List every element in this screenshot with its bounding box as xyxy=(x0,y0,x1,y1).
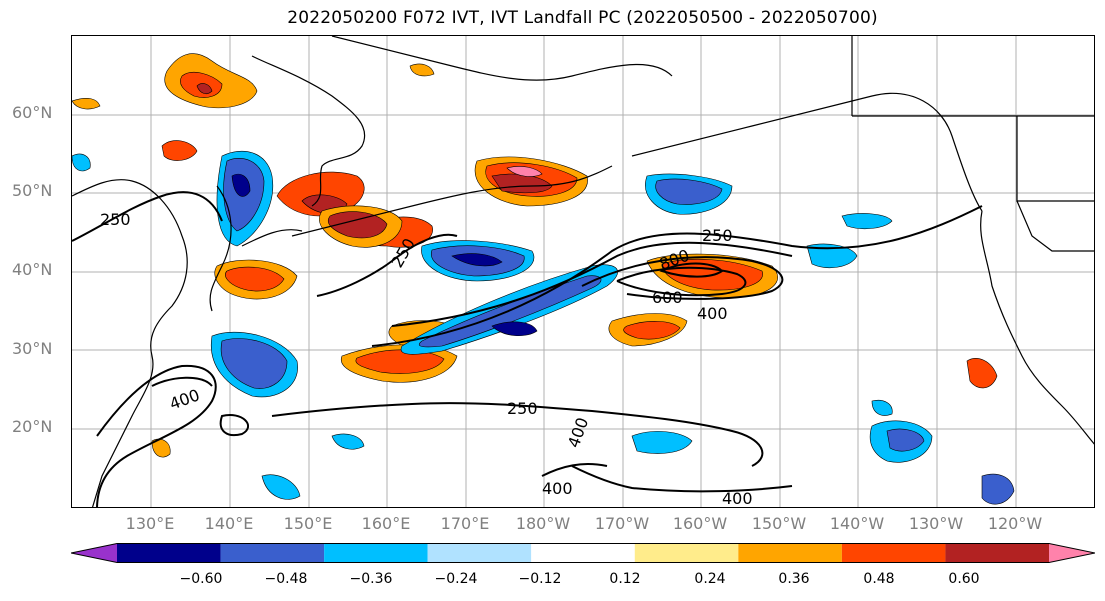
coastlines xyxy=(72,36,1094,507)
map-panel: 250 250 250 250 400 400 400 400 400 600 … xyxy=(71,35,1095,508)
colorbar-outline xyxy=(71,543,1095,563)
colorbar-tick-label: −0.24 xyxy=(434,571,478,587)
contour-label: 250 xyxy=(702,226,733,245)
colorbar-segment xyxy=(1049,543,1095,563)
colorbar-tick-label: 0.36 xyxy=(778,571,810,587)
colorbar-segment xyxy=(117,543,221,563)
contour-label: 250 xyxy=(507,399,538,418)
contour-label: 600 xyxy=(652,288,683,307)
colorbar-tick-label: −0.36 xyxy=(349,571,393,587)
map-title: 2022050200 F072 IVT, IVT Landfall PC (20… xyxy=(287,8,878,28)
colorbar-segment xyxy=(841,543,946,563)
lat-label-40n: 40°N xyxy=(12,260,53,279)
lon-label-170w: 170°W xyxy=(594,514,650,533)
colorbar-tick-label: 0.24 xyxy=(694,571,726,587)
lon-label-130w: 130°W xyxy=(908,514,964,533)
contour-label: 400 xyxy=(542,479,573,498)
lat-label-50n: 50°N xyxy=(12,181,53,200)
lat-label-60n: 60°N xyxy=(12,103,53,122)
colorbar-tick-label: −0.48 xyxy=(264,571,308,587)
colorbar-segment xyxy=(531,543,635,563)
colorbar-segment xyxy=(220,543,325,563)
colorbar xyxy=(71,543,1095,563)
colorbar-segment xyxy=(427,543,532,563)
lon-label-120w: 120°W xyxy=(987,514,1043,533)
lon-label-140e: 140°E xyxy=(204,514,254,533)
colorbar-tick-label: 0.48 xyxy=(863,571,895,587)
colorbar-segment xyxy=(634,543,739,563)
contour-label: 400 xyxy=(564,415,592,450)
contour-label: 400 xyxy=(697,304,728,323)
ivt-pc-shading xyxy=(72,53,1015,505)
lon-label-130e: 130°E xyxy=(125,514,175,533)
lon-label-150e: 150°E xyxy=(283,514,333,533)
contour-label: 250 xyxy=(100,210,131,229)
contour-label: 400 xyxy=(167,385,202,413)
colorbar-tick-label: −0.12 xyxy=(518,571,562,587)
lat-label-30n: 30°N xyxy=(12,339,53,358)
lon-label-160w: 160°W xyxy=(672,514,728,533)
colorbar-segment xyxy=(71,543,117,563)
lon-label-170e: 170°E xyxy=(440,514,490,533)
colorbar-tick-label: −0.60 xyxy=(179,571,223,587)
lon-label-150w: 150°W xyxy=(751,514,807,533)
contour-label: 400 xyxy=(722,489,753,508)
lat-label-20n: 20°N xyxy=(12,417,53,436)
lon-label-160e: 160°E xyxy=(361,514,411,533)
map-canvas: 250 250 250 250 400 400 400 400 400 600 … xyxy=(72,36,1094,508)
colorbar-segment xyxy=(324,543,428,563)
lon-label-180w: 180°W xyxy=(515,514,571,533)
colorbar-segment xyxy=(945,543,1049,563)
lon-label-140w: 140°W xyxy=(829,514,885,533)
colorbar-tick-label: 0.12 xyxy=(609,571,641,587)
colorbar-segment xyxy=(738,543,842,563)
colorbar-tick-label: 0.60 xyxy=(948,571,980,587)
ivt-contours xyxy=(72,191,983,507)
